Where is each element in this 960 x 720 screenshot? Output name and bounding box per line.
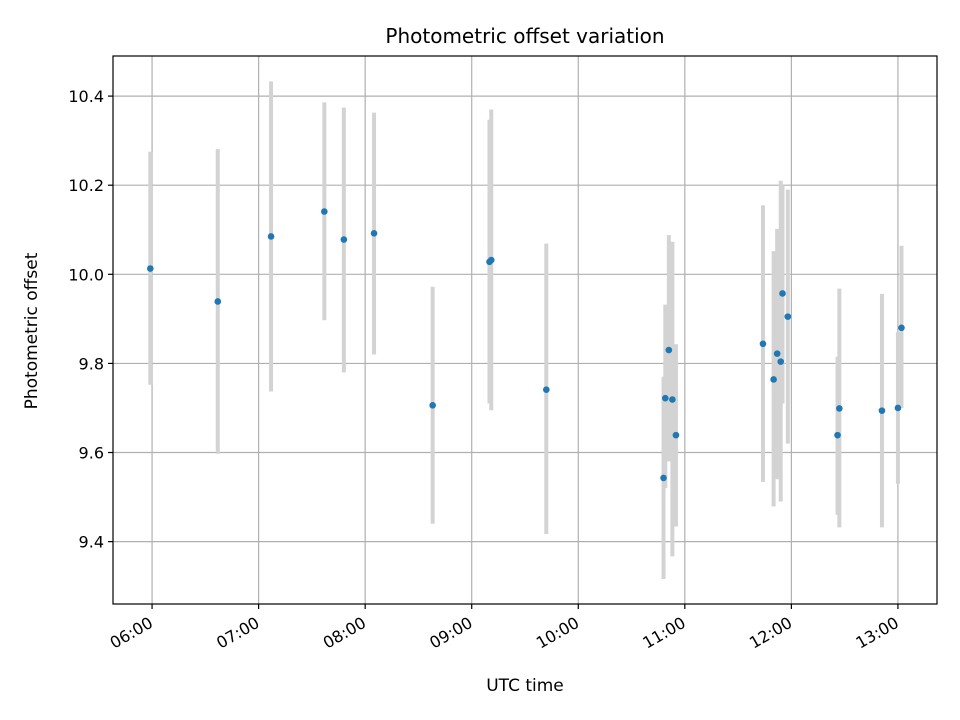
chart-title: Photometric offset variation (385, 24, 664, 48)
y-tick-label: 9.4 (79, 533, 104, 552)
data-point (894, 404, 902, 412)
y-axis-title: Photometric offset (22, 252, 42, 409)
data-point (770, 376, 777, 383)
y-tick-label: 10.4 (68, 87, 104, 106)
y-tick-label: 9.6 (79, 444, 104, 463)
data-point (836, 405, 843, 412)
data-point (661, 394, 669, 402)
grid-lines (113, 56, 937, 604)
data-point (487, 256, 495, 264)
data-point (777, 358, 785, 365)
data-point (660, 474, 667, 482)
data-point (267, 233, 275, 240)
data-point (834, 431, 841, 439)
data-point (784, 313, 792, 320)
data-point (878, 407, 886, 414)
data-point (321, 208, 328, 215)
x-axis-title: UTC time (486, 676, 564, 696)
data-point (146, 265, 154, 272)
data-point (759, 340, 767, 348)
y-tick-label: 9.8 (79, 354, 104, 373)
data-point (340, 236, 348, 243)
data-point (672, 431, 680, 439)
data-point (543, 386, 550, 394)
axes-frame (112, 55, 938, 605)
data-point (773, 350, 781, 357)
data-point (779, 290, 786, 297)
data-point (898, 324, 905, 332)
data-point (669, 396, 676, 403)
data-point (214, 298, 222, 305)
data-point (429, 401, 436, 409)
y-tick-label: 10.2 (68, 176, 104, 195)
data-point (370, 230, 378, 237)
data-points (146, 208, 905, 482)
y-tick-label: 10.0 (68, 265, 104, 284)
data-point (665, 346, 673, 354)
